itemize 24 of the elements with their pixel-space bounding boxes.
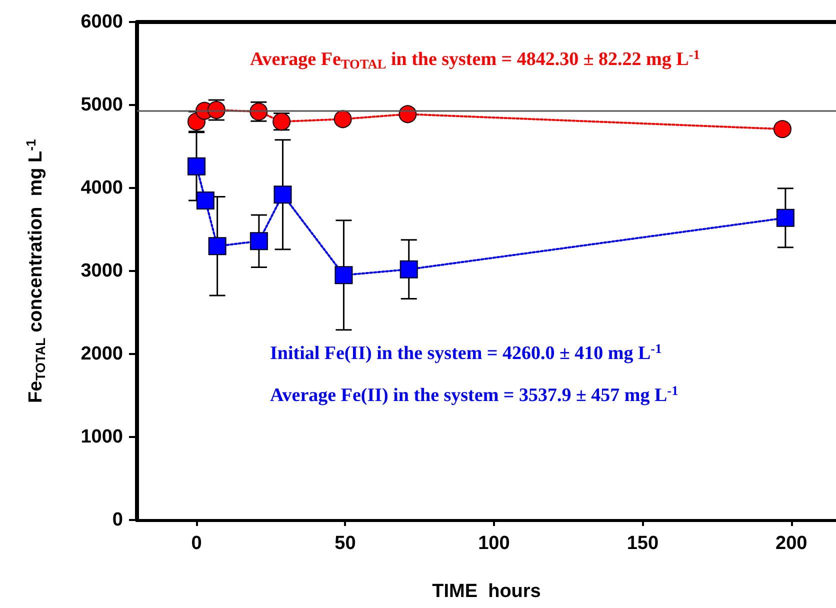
y-tick-label: 4000: [80, 178, 123, 198]
y-tick-label: 2000: [80, 344, 123, 364]
y-tick-label: 3000: [80, 260, 123, 282]
y-tick-label: 0: [112, 510, 123, 530]
x-tick-label: 200: [776, 533, 808, 554]
point: [187, 157, 206, 176]
point: [274, 186, 292, 204]
x-tick-label: 100: [478, 533, 510, 554]
x-tick-label: 50: [334, 533, 356, 554]
y-tick-label: 5000: [80, 94, 123, 116]
y-tick-label: 6000: [80, 12, 123, 32]
point: [250, 232, 268, 250]
y-tick-label: 1000: [80, 426, 123, 448]
point: [334, 110, 352, 128]
point: [208, 237, 226, 256]
y-axis-title: FeTOTAL concentration mg L-1: [24, 138, 48, 403]
point: [334, 266, 353, 284]
point: [400, 260, 418, 278]
point: [776, 208, 794, 227]
x-axis-title: TIME hours: [432, 581, 541, 602]
point: [773, 120, 792, 138]
point: [196, 191, 214, 210]
x-tick-label: 150: [626, 533, 659, 554]
x-tick-label: 0: [191, 533, 202, 554]
